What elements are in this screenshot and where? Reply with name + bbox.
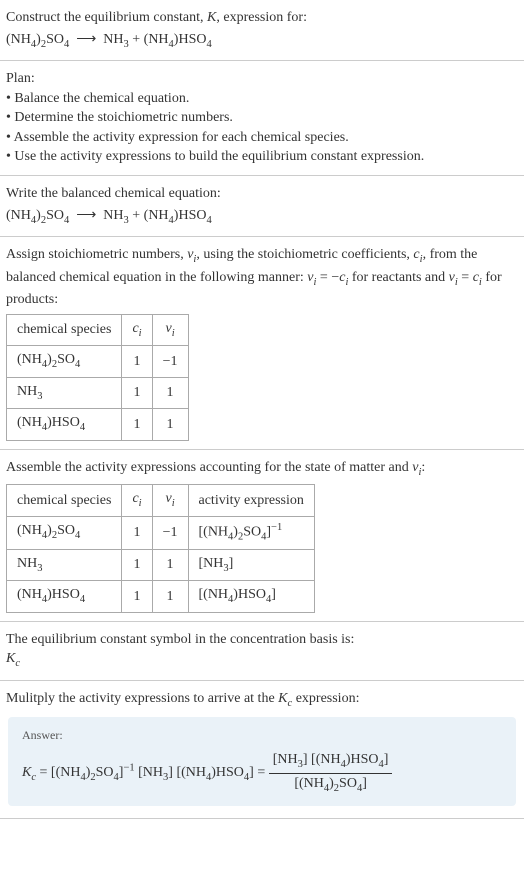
table-row: (NH4)2SO4 1 −1 [(NH4)2SO4]−1	[7, 516, 315, 549]
activity-intro: Assemble the activity expressions accoun…	[6, 458, 518, 480]
col-ci: ci	[122, 314, 152, 345]
table-row: (NH4)2SO4 1 −1	[7, 346, 189, 377]
table-row: NH3 1 1 [NH3]	[7, 549, 315, 580]
cell-expr: [(NH4)HSO4]	[188, 581, 314, 612]
cell-vi: 1	[152, 581, 188, 612]
cell-species: (NH4)2SO4	[7, 346, 122, 377]
cell-ci: 1	[122, 549, 152, 580]
table-header-row: chemical species ci νi activity expressi…	[7, 485, 315, 516]
multiply-section: Mulitply the activity expressions to arr…	[0, 681, 524, 819]
col-vi: νi	[152, 314, 188, 345]
cell-ci: 1	[122, 377, 152, 408]
cell-ci: 1	[122, 516, 152, 549]
balanced-equation: (NH4)2SO4 ⟶ NH3 + (NH4)HSO4	[6, 206, 518, 228]
col-vi: νi	[152, 485, 188, 516]
header-instruction: Construct the equilibrium constant, K, e…	[6, 8, 518, 28]
header-equation: (NH4)2SO4 ⟶ NH3 + (NH4)HSO4	[6, 30, 518, 52]
table-header-row: chemical species ci νi	[7, 314, 189, 345]
symbol-intro: The equilibrium constant symbol in the c…	[6, 630, 518, 650]
activity-section: Assemble the activity expressions accoun…	[0, 450, 524, 622]
plan-title: Plan:	[6, 69, 518, 89]
cell-species: (NH4)2SO4	[7, 516, 122, 549]
stoich-intro: Assign stoichiometric numbers, νi, using…	[6, 245, 518, 310]
col-ci: ci	[122, 485, 152, 516]
answer-box: Answer: Kc = [(NH4)2SO4]−1 [NH3] [(NH4)H…	[8, 717, 516, 806]
cell-ci: 1	[122, 581, 152, 612]
cell-ci: 1	[122, 346, 152, 377]
balanced-section: Write the balanced chemical equation: (N…	[0, 176, 524, 237]
table-row: NH3 1 1	[7, 377, 189, 408]
stoich-section: Assign stoichiometric numbers, νi, using…	[0, 237, 524, 450]
table-row: (NH4)HSO4 1 1 [(NH4)HSO4]	[7, 581, 315, 612]
balanced-title: Write the balanced chemical equation:	[6, 184, 518, 204]
plan-item: • Use the activity expressions to build …	[6, 147, 518, 167]
cell-ci: 1	[122, 409, 152, 440]
cell-vi: 1	[152, 377, 188, 408]
symbol-kc: Kc	[6, 649, 518, 671]
cell-species: NH3	[7, 549, 122, 580]
plan-item: • Determine the stoichiometric numbers.	[6, 108, 518, 128]
col-species: chemical species	[7, 485, 122, 516]
cell-expr: [(NH4)2SO4]−1	[188, 516, 314, 549]
plan-item: • Balance the chemical equation.	[6, 89, 518, 109]
plan-section: Plan: • Balance the chemical equation. •…	[0, 61, 524, 176]
activity-table: chemical species ci νi activity expressi…	[6, 484, 315, 613]
cell-vi: 1	[152, 549, 188, 580]
answer-equation: Kc = [(NH4)2SO4]−1 [NH3] [(NH4)HSO4] = […	[22, 750, 502, 796]
plan-item: • Assemble the activity expression for e…	[6, 128, 518, 148]
cell-species: NH3	[7, 377, 122, 408]
stoich-table: chemical species ci νi (NH4)2SO4 1 −1 NH…	[6, 314, 189, 441]
header-section: Construct the equilibrium constant, K, e…	[0, 0, 524, 61]
table-row: (NH4)HSO4 1 1	[7, 409, 189, 440]
cell-vi: −1	[152, 516, 188, 549]
answer-label: Answer:	[22, 727, 502, 744]
col-expr: activity expression	[188, 485, 314, 516]
multiply-intro: Mulitply the activity expressions to arr…	[6, 689, 518, 711]
symbol-section: The equilibrium constant symbol in the c…	[0, 622, 524, 681]
cell-vi: 1	[152, 409, 188, 440]
cell-species: (NH4)HSO4	[7, 409, 122, 440]
cell-vi: −1	[152, 346, 188, 377]
col-species: chemical species	[7, 314, 122, 345]
cell-expr: [NH3]	[188, 549, 314, 580]
cell-species: (NH4)HSO4	[7, 581, 122, 612]
